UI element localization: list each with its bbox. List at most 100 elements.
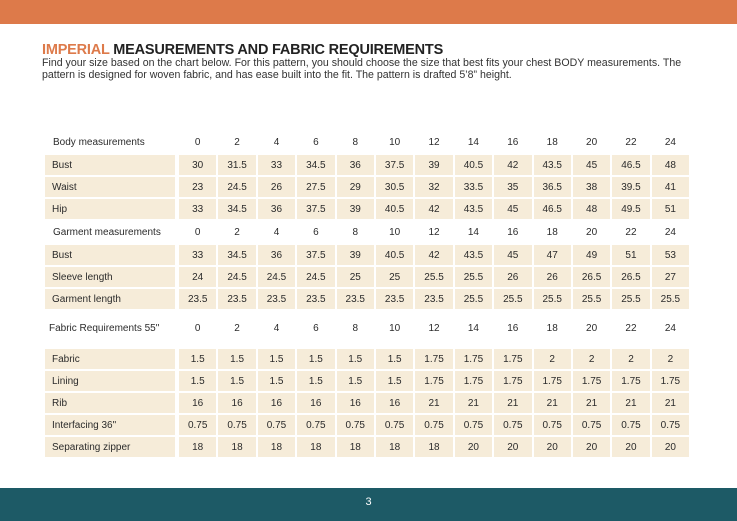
table-cell: 39 [415,155,453,175]
table-cell: 25 [375,267,414,287]
size-header: 16 [507,226,519,238]
table-cell: 26.5 [612,267,650,287]
table-cell: 26.5 [572,267,611,287]
size-header: 18 [546,322,558,334]
section-header-label: Body measurements [53,136,145,148]
table-cell: 40.5 [375,199,414,219]
table-cell: 37.5 [297,199,335,219]
table-cell: 36.5 [533,177,571,197]
table-cell: 25.5 [454,289,493,309]
top-banner [0,0,737,24]
table-cell: 23.5 [375,289,414,309]
size-header: 14 [467,322,479,334]
table-cell: 21 [572,393,611,413]
section-header-row: Fabric Requirements 55" 0 2 4 6 8 10 12 14 16 18 20… [45,313,691,343]
table-cell: 35 [494,177,532,197]
table-cell: 24.5 [297,267,335,287]
table-cell: 26 [257,177,296,197]
table-cell: 27.5 [297,177,335,197]
table-cell: 21 [651,393,690,413]
table-cell: 0.75 [375,415,414,435]
table-cell: 21 [494,393,532,413]
table-cell: 20 [533,437,571,457]
table-cell: 45 [494,199,532,219]
size-header: 10 [389,136,401,148]
section-header-label: Garment measurements [53,226,161,238]
size-header: 4 [273,322,280,334]
table-cell: 21 [612,393,650,413]
row-label: Waist [45,177,175,197]
section-header-row: Body measurements 0 2 4 6 8 10 12 14 16 18 20 22 24 [45,131,691,153]
table-cell: 33 [179,199,217,219]
table-cell: 47 [533,245,571,265]
table-cell: 1.5 [336,371,374,391]
table-row: Garment length 23.5 23.5 23.5 23.5 23.5 23.5 23… [45,289,691,309]
table-cell: 1.5 [297,371,335,391]
size-header: 16 [507,322,519,334]
table-cell: 25.5 [454,267,493,287]
size-header: 20 [586,226,598,238]
table-cell: 16 [218,393,256,413]
table-cell: 16 [257,393,296,413]
table-row: Hip 33 34.5 36 37.5 39 40.5 42 43.5 45 46.5 48 49.5 5… [45,199,691,219]
table-cell: 16 [179,393,217,413]
size-header: 8 [352,226,359,238]
table-cell: 33 [257,155,296,175]
table-cell: 24.5 [257,267,296,287]
table-cell: 25.5 [651,289,690,309]
table-cell: 46.5 [533,199,571,219]
table-cell: 18 [375,437,414,457]
size-header: 14 [467,136,479,148]
table-cell: 1.75 [533,371,571,391]
table-cell: 1.5 [257,349,296,369]
table-cell: 36 [257,245,296,265]
table-cell: 40.5 [454,155,493,175]
table-cell: 53 [651,245,690,265]
table-cell: 1.5 [375,349,414,369]
table-cell: 1.5 [257,371,296,391]
table-cell: 42 [415,245,453,265]
page-title: IMPERIAL MEASUREMENTS AND FABRIC REQUIRE… [42,42,443,58]
table-cell: 37.5 [375,155,414,175]
table-cell: 49.5 [612,199,650,219]
table-cell: 33 [179,245,217,265]
table-cell: 1.5 [336,349,374,369]
table-cell: 25.5 [533,289,571,309]
table-cell: 20 [454,437,493,457]
table-cell: 45 [572,155,611,175]
size-header: 0 [194,226,201,238]
table-cell: 39.5 [612,177,650,197]
row-label: Rib [45,393,175,413]
table-cell: 1.75 [454,371,493,391]
table-row: Waist 23 24.5 26 27.5 29 30.5 32 33.5 35 36.5 38 39.… [45,177,691,197]
table-cell: 45 [494,245,532,265]
size-header: 18 [546,136,558,148]
size-header: 8 [352,136,359,148]
table-cell: 31.5 [218,155,256,175]
table-cell: 1.75 [494,349,532,369]
table-cell: 48 [651,155,690,175]
size-header: 22 [625,322,637,334]
size-header: 10 [389,322,401,334]
table-cell: 1.75 [651,371,690,391]
table-cell: 37.5 [297,245,335,265]
size-header: 12 [428,136,440,148]
table-cell: 39 [336,199,374,219]
table-row: Bust 33 34.5 36 37.5 39 40.5 42 43.5 45 47 49 51 53 [45,245,691,265]
table-cell: 1.75 [415,349,453,369]
size-header: 8 [352,322,359,334]
table-cell: 36 [257,199,296,219]
table-cell: 21 [415,393,453,413]
size-header: 12 [428,226,440,238]
table-cell: 0.75 [415,415,453,435]
table-cell: 1.5 [297,349,335,369]
table-cell: 16 [336,393,374,413]
table-row: Rib 16 16 16 16 16 16 21 21 21 21 21 21 21 [45,393,691,413]
table-cell: 20 [494,437,532,457]
size-header: 2 [234,322,240,334]
row-label: Bust [45,155,175,175]
row-label: Sleeve length [45,267,175,287]
table-row: Bust 30 31.5 33 34.5 36 37.5 39 40.5 42 43.5 45 46.5… [45,155,691,175]
table-cell: 25.5 [494,289,532,309]
table-cell: 18 [179,437,217,457]
